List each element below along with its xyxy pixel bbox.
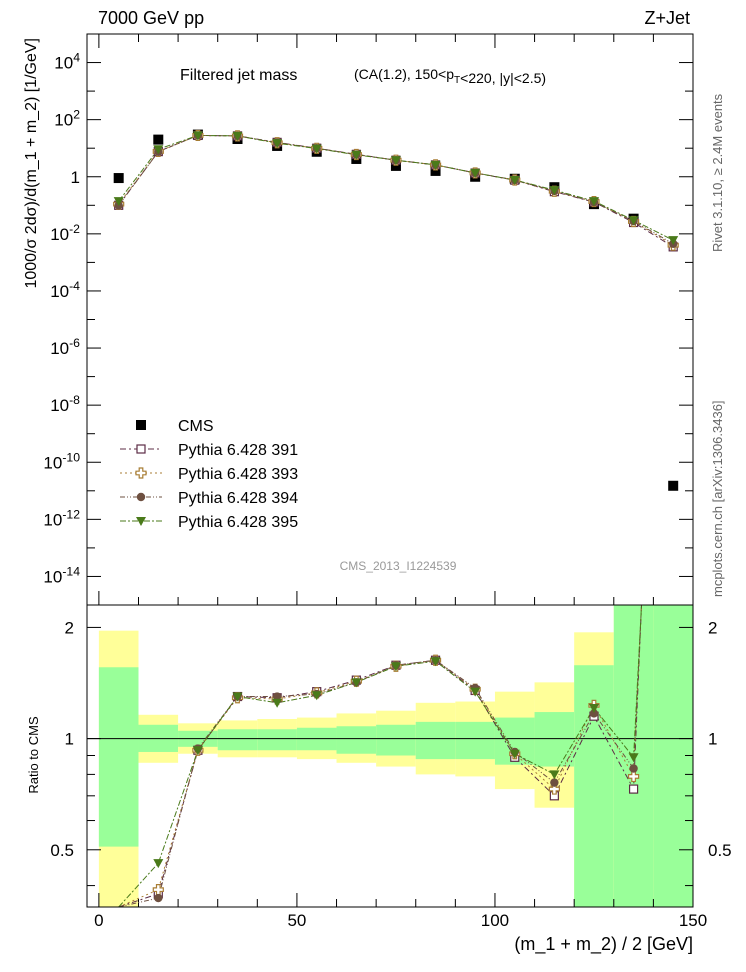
legend: CMS Pythia 6.428 391 Pythia 6.428 393 Pythi… (120, 418, 298, 531)
ratio-point (548, 783, 560, 795)
data-point (549, 186, 560, 196)
data-point (113, 197, 124, 207)
header-left: 7000 GeV pp (98, 8, 204, 28)
x-tick-label: 150 (679, 911, 707, 930)
ratio-point (628, 784, 639, 794)
band-inner (455, 721, 495, 760)
y-tick-label: 10-10 (43, 450, 80, 472)
series-line-main (118, 134, 674, 248)
source-label: mcplots.cern.ch [arXiv:1306.3436] (710, 400, 725, 597)
ratio-point (588, 704, 599, 714)
band-inner (534, 712, 575, 767)
ratio-axis-label: Ratio to CMS (26, 716, 41, 794)
data-point (351, 150, 362, 160)
ratio-point (272, 698, 283, 708)
legend-label: Pythia 6.428 394 (178, 490, 298, 507)
series-points (113, 129, 679, 903)
band-inner (415, 721, 456, 760)
y-tick-label: 10-8 (50, 393, 80, 415)
legend-label: Pythia 6.428 395 (178, 514, 298, 531)
series-line-main (118, 134, 674, 246)
data-point (668, 236, 679, 246)
y-tick-label: 10-4 (50, 279, 80, 301)
data-point (430, 165, 441, 176)
ratio-point (232, 692, 243, 702)
y-tick-label: 10-12 (43, 507, 80, 529)
legend-marker (135, 467, 147, 479)
ratio-tick-label-right: 1 (708, 730, 717, 749)
data-point (668, 480, 679, 491)
ratio-point (430, 657, 441, 667)
legend-marker (136, 420, 146, 430)
ratio-point (272, 692, 282, 701)
data-point (470, 168, 481, 178)
data-point (509, 175, 520, 185)
ratio-point (311, 691, 322, 701)
x-tick-label: 50 (287, 911, 306, 930)
legend-label: Pythia 6.428 393 (178, 466, 298, 483)
band-inner (336, 726, 377, 754)
legend-label: CMS (178, 418, 214, 435)
y-tick-label: 10-14 (43, 564, 80, 586)
x-tick-label: 0 (94, 911, 103, 930)
ratio-point (390, 662, 401, 672)
x-axis-label: (m_1 + m_2) / 2 [GeV] (514, 934, 693, 955)
rivet-label: Rivet 3.1.10, ≥ 2.4M events (710, 93, 725, 252)
ratio-tick-label: 0.5 (50, 841, 74, 860)
ratio-point (629, 764, 638, 773)
data-point (272, 139, 283, 149)
legend-marker (136, 492, 146, 502)
band-inner (257, 729, 297, 751)
analysis-watermark: CMS_2013_I1224539 (340, 559, 457, 573)
ratio-tick-label: 2 (65, 618, 74, 637)
data-point (628, 216, 639, 226)
ratio-point (628, 753, 639, 763)
ratio-point (549, 770, 560, 780)
ratio-uncertainty-bands (87, 605, 693, 907)
x-tick-label: 100 (481, 911, 509, 930)
ratio-point (470, 687, 481, 697)
header-right: Z+Jet (644, 8, 690, 28)
ratio-point (627, 770, 640, 783)
data-point (113, 173, 124, 184)
legend-marker (136, 517, 146, 526)
y-tick-label: 10-6 (50, 336, 80, 358)
y-axis-label: 1000/σ 2dσ)/d(m_1 + m_2) [1/GeV] (23, 38, 40, 289)
series-line-ratio (118, 604, 643, 908)
data-point (192, 131, 203, 141)
ratio-point (550, 778, 559, 787)
chart-title: Filtered jet mass (180, 67, 297, 84)
legend-label: Pythia 6.428 391 (178, 442, 298, 459)
legend-marker (136, 444, 146, 454)
ratio-point (589, 709, 599, 718)
band-inner (376, 724, 416, 756)
ratio-point (192, 746, 203, 756)
y-tick-label: 104 (54, 51, 80, 73)
data-point (232, 131, 243, 141)
ratio-point (509, 749, 520, 759)
ratio-point (351, 678, 362, 688)
band-inner (98, 667, 139, 847)
ratio-frame (86, 604, 694, 908)
y-tick-label: 10-2 (50, 222, 80, 244)
chart-subtitle: (CA(1.2), 150<pT<220, |y|<2.5) (354, 66, 546, 86)
data-point (153, 145, 164, 155)
series-line-main (118, 134, 674, 241)
ratio-tick-label-right: 2 (708, 618, 717, 637)
ratio-tick-label: 1 (65, 730, 74, 749)
band-inner (217, 729, 258, 751)
data-point (153, 134, 164, 145)
data-point (390, 156, 401, 166)
ratio-point (153, 859, 164, 869)
data-point (390, 160, 401, 171)
ratio-tick-label-right: 0.5 (708, 841, 732, 860)
data-point (588, 197, 599, 207)
series-line-main (118, 134, 674, 245)
ratio-point (154, 893, 163, 903)
data-point (430, 160, 441, 170)
y-tick-label: 102 (54, 108, 80, 130)
data-point (311, 144, 322, 154)
y-tick-label: 1 (71, 168, 80, 187)
